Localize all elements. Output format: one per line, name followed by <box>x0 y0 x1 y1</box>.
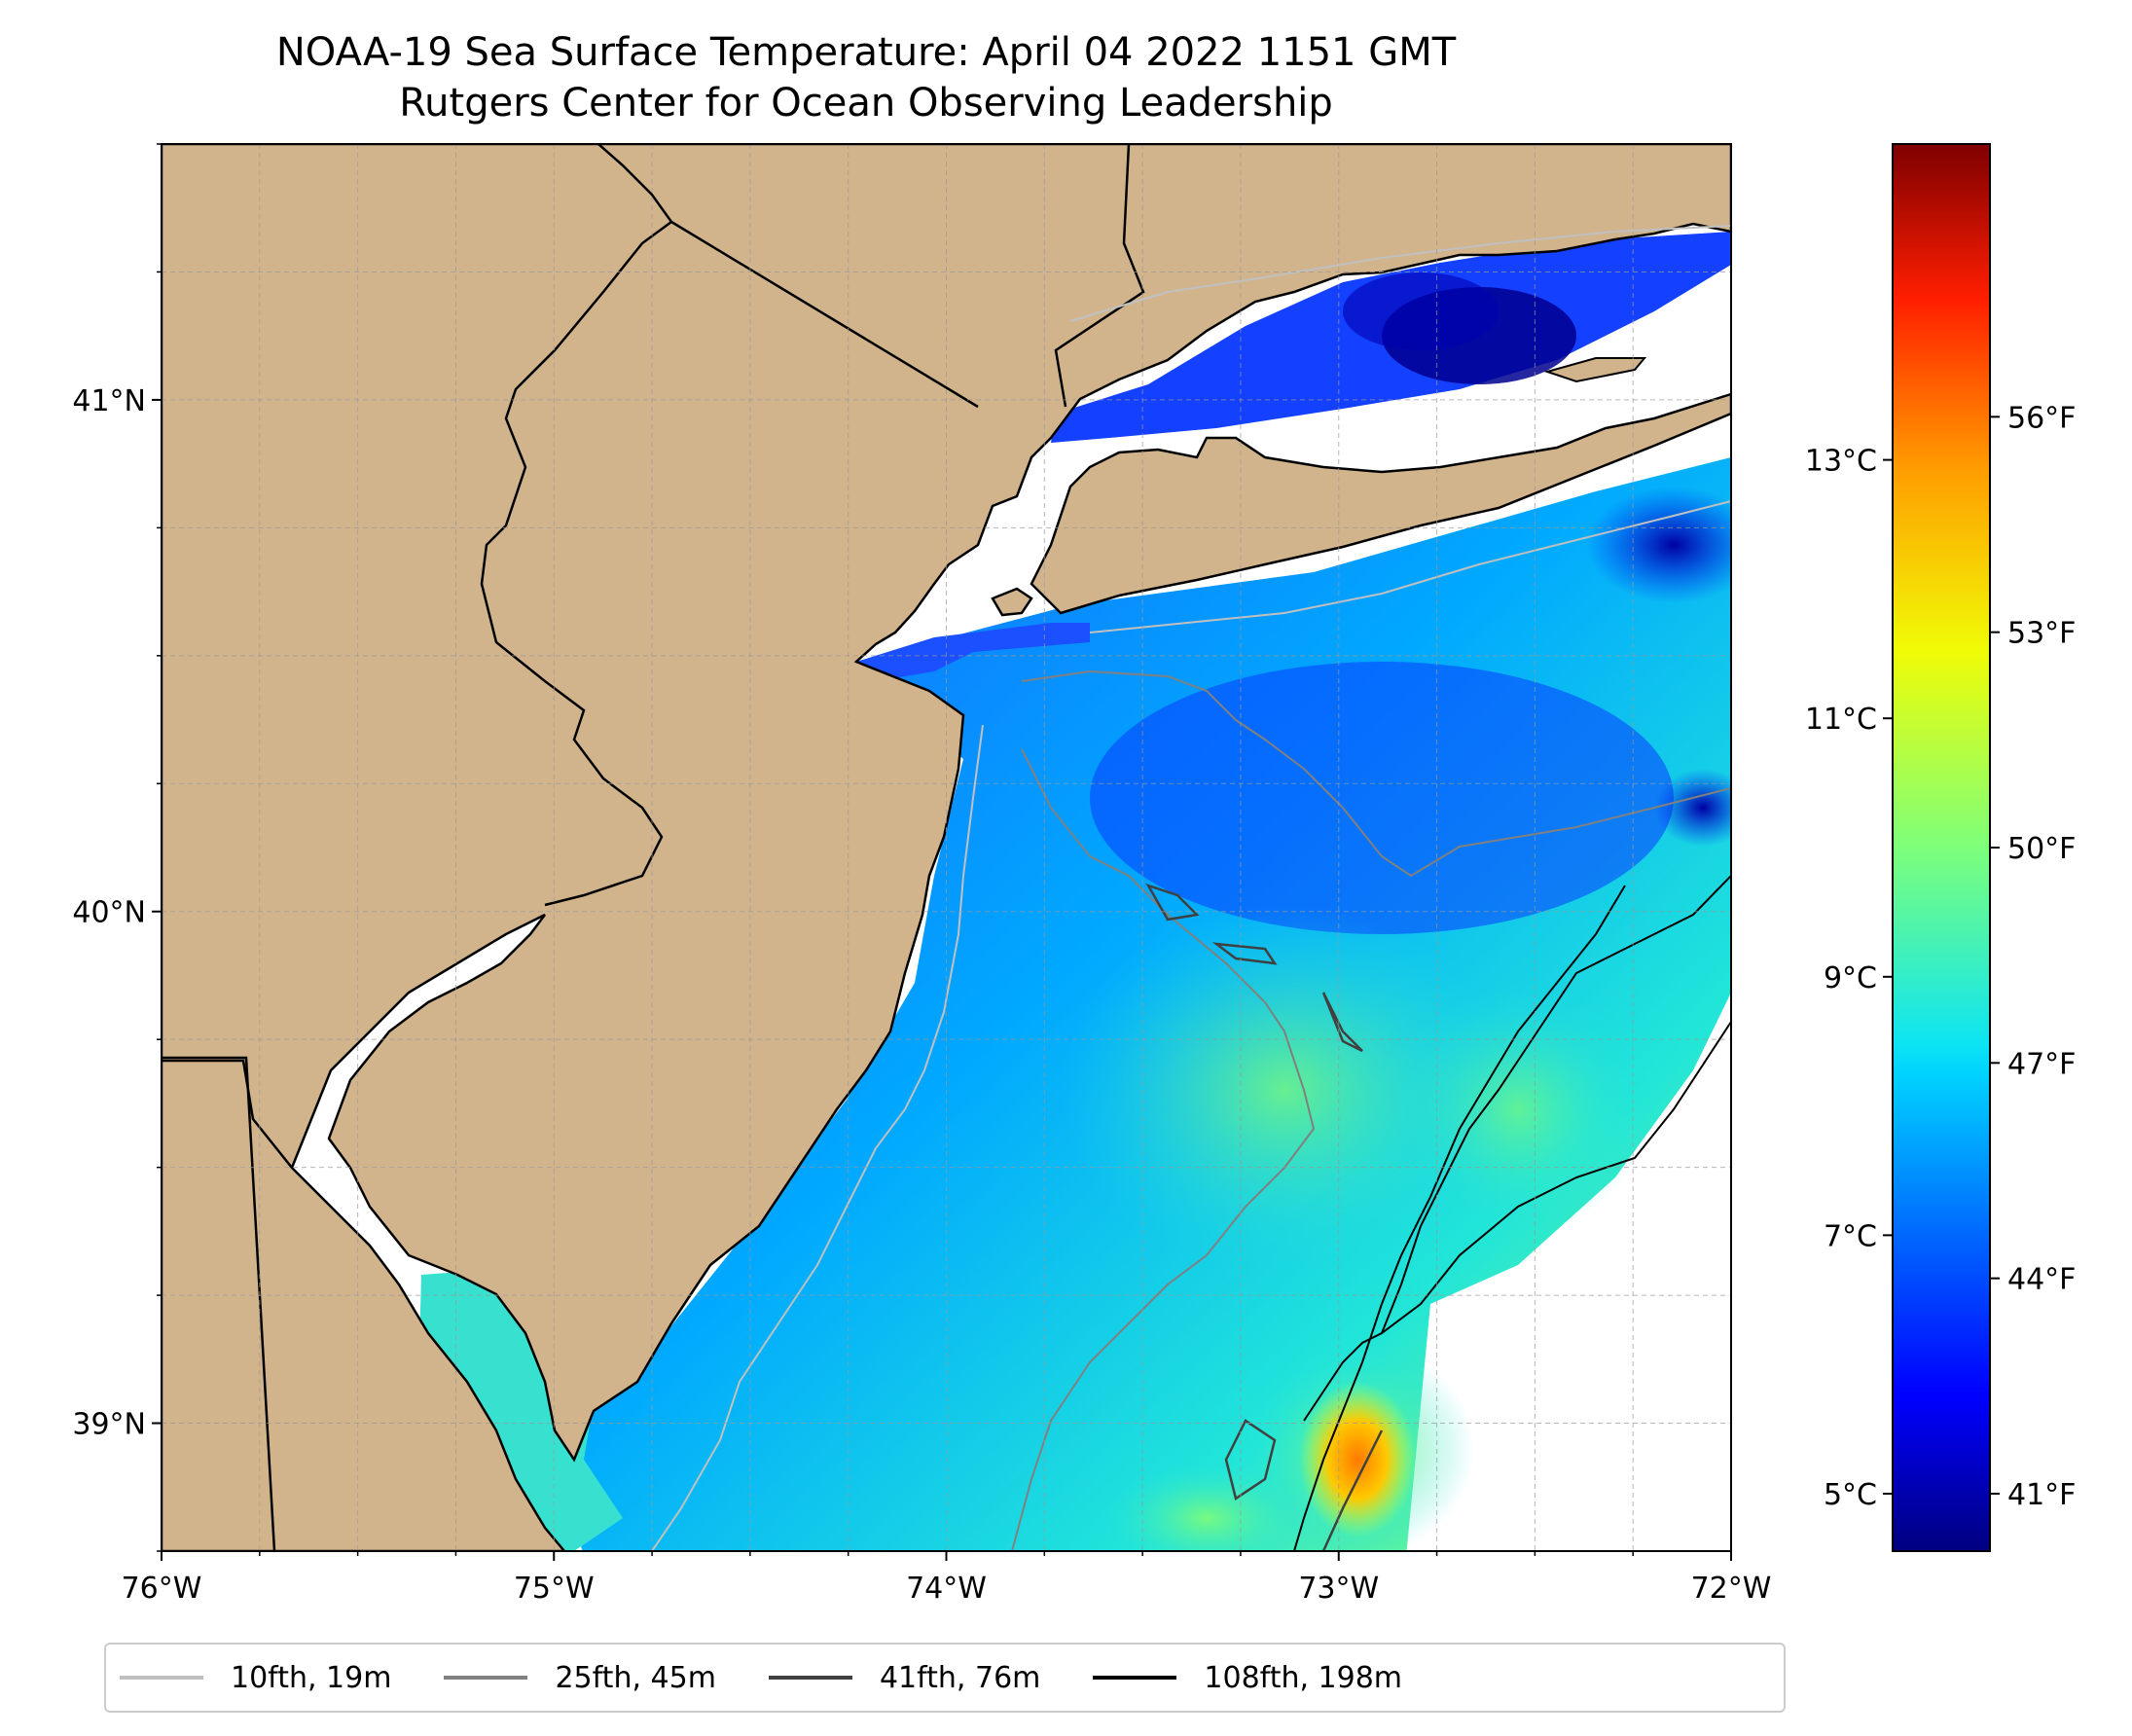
map-title: NOAA-19 Sea Surface Temperature: April 0… <box>275 30 1457 75</box>
colorbar-celsius-label: 13°C <box>1805 445 1877 479</box>
y-tick-label: 41°N <box>72 384 146 418</box>
colorbar-celsius-ticks: 5°C 7°C 9°C 11°C 13°C <box>1805 445 1893 1512</box>
colorbar <box>1892 143 1991 1552</box>
legend-item: 10fth, 19m <box>120 1661 391 1695</box>
x-axis-ticks: 76°W 75°W 74°W 73°W 72°W <box>122 1551 1772 1606</box>
contour-legend: 10fth, 19m 25fth, 45m 41fth, 76m 108fth, 19… <box>104 1643 1786 1713</box>
legend-swatch <box>120 1676 203 1680</box>
colorbar-fahrenheit-label: 47°F <box>2007 1047 2076 1081</box>
colorbar-fahrenheit-label: 44°F <box>2007 1263 2076 1297</box>
legend-swatch <box>768 1676 852 1680</box>
legend-swatch <box>444 1676 528 1680</box>
legend-swatch <box>1093 1676 1177 1680</box>
legend-item: 108fth, 198m <box>1093 1661 1402 1695</box>
colorbar-celsius-label: 9°C <box>1824 961 1877 995</box>
colorbar-fahrenheit-label: 50°F <box>2007 832 2076 866</box>
y-tick-label: 40°N <box>72 896 146 930</box>
x-tick-label: 76°W <box>122 1572 202 1606</box>
x-tick-label: 73°W <box>1298 1572 1379 1606</box>
colorbar-celsius-label: 7°C <box>1824 1219 1877 1253</box>
bathymetry-contours <box>651 225 1731 1551</box>
legend-item: 25fth, 45m <box>444 1660 716 1695</box>
y-axis-ticks: 41°N 40°N 39°N <box>72 143 162 1552</box>
map-subtitle: Rutgers Center for Ocean Observing Leade… <box>399 81 1333 126</box>
colorbar-celsius-label: 11°C <box>1805 703 1877 737</box>
x-tick-label: 74°W <box>906 1572 987 1606</box>
sst-field <box>418 232 1731 1551</box>
x-tick-label: 72°W <box>1691 1572 1772 1606</box>
state-borders <box>162 144 1145 1551</box>
colorbar-fahrenheit-label: 56°F <box>2007 401 2076 435</box>
legend-label: 41fth, 76m <box>879 1660 1041 1695</box>
legend-label: 25fth, 45m <box>555 1660 716 1695</box>
legend-label: 108fth, 198m <box>1204 1660 1403 1695</box>
legend-item: 41fth, 76m <box>768 1660 1041 1695</box>
colorbar-fahrenheit-ticks: 41°F 44°F 47°F 50°F 53°F 56°F <box>1990 401 2076 1512</box>
map-plot-area <box>162 144 1731 1551</box>
colorbar-fahrenheit-label: 53°F <box>2007 617 2076 651</box>
colorbar-celsius-label: 5°C <box>1824 1478 1877 1512</box>
gridlines <box>161 143 1732 1551</box>
colorbar-fahrenheit-label: 41°F <box>2007 1478 2076 1512</box>
x-tick-label: 75°W <box>514 1572 595 1606</box>
y-tick-label: 39°N <box>72 1408 146 1442</box>
legend-label: 10fth, 19m <box>231 1660 392 1695</box>
